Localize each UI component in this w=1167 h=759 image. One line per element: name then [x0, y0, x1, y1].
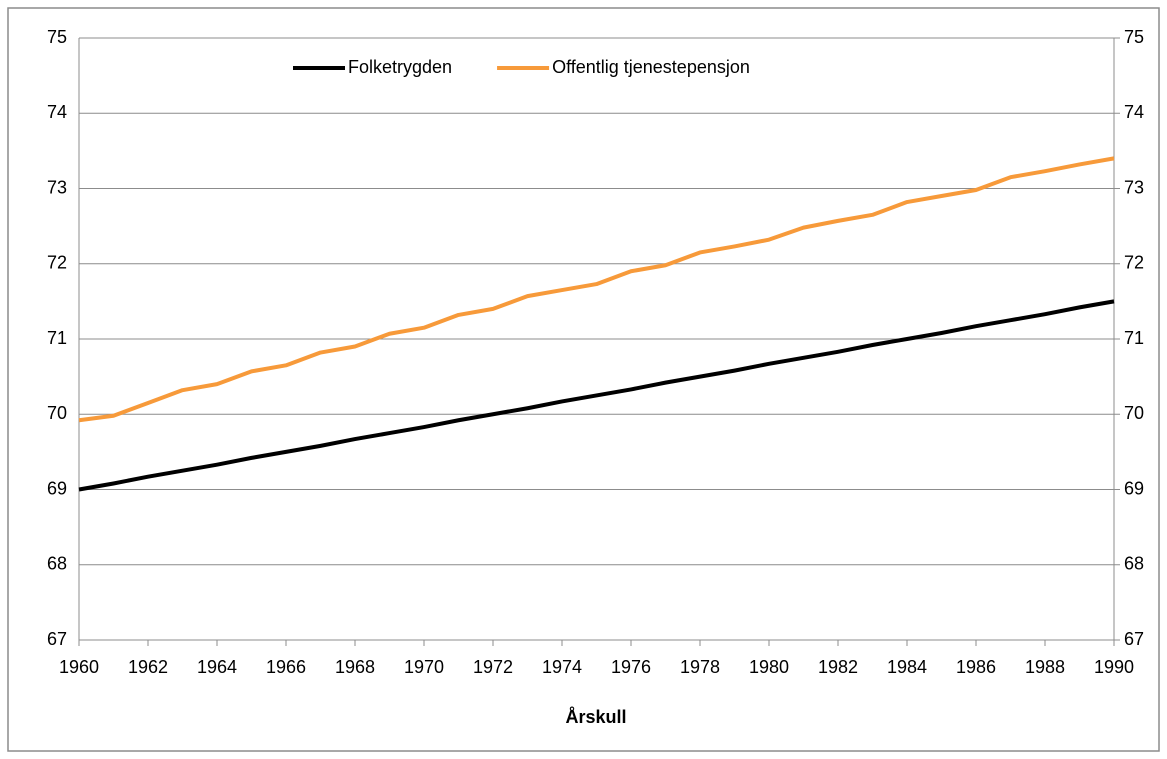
y2-tick-label: 74 [1124, 102, 1144, 122]
x-tick-label: 1978 [680, 657, 720, 677]
y2-tick-label: 68 [1124, 554, 1144, 574]
y2-tick-label: 75 [1124, 27, 1144, 47]
x-tick-label: 1980 [749, 657, 789, 677]
legend-label: Offentlig tjenestepensjon [552, 57, 750, 77]
y-tick-label: 72 [47, 253, 67, 273]
y-tick-label: 74 [47, 102, 67, 122]
x-tick-label: 1964 [197, 657, 237, 677]
x-tick-label: 1982 [818, 657, 858, 677]
y-tick-label: 71 [47, 328, 67, 348]
y2-tick-label: 71 [1124, 328, 1144, 348]
y-tick-label: 70 [47, 403, 67, 423]
y-tick-label: 67 [47, 629, 67, 649]
x-tick-label: 1972 [473, 657, 513, 677]
y2-tick-label: 72 [1124, 253, 1144, 273]
y2-tick-label: 73 [1124, 177, 1144, 197]
x-tick-label: 1970 [404, 657, 444, 677]
x-tick-label: 1988 [1025, 657, 1065, 677]
x-tick-label: 1966 [266, 657, 306, 677]
x-tick-label: 1968 [335, 657, 375, 677]
x-tick-label: 1984 [887, 657, 927, 677]
x-axis-label: Årskull [565, 707, 626, 727]
legend-label: Folketrygden [348, 57, 452, 77]
data-line [78, 299, 1115, 492]
x-tick-label: 1974 [542, 657, 582, 677]
x-tick-label: 1962 [128, 657, 168, 677]
y2-tick-label: 70 [1124, 403, 1144, 423]
data-line [78, 156, 1115, 423]
chart-frame [7, 7, 1160, 752]
y2-tick-label: 69 [1124, 478, 1144, 498]
x-tick-label: 1990 [1094, 657, 1134, 677]
y-tick-label: 68 [47, 554, 67, 574]
x-tick-label: 1986 [956, 657, 996, 677]
y-tick-label: 75 [47, 27, 67, 47]
x-tick-label: 1976 [611, 657, 651, 677]
y-tick-label: 69 [47, 478, 67, 498]
y-tick-label: 73 [47, 177, 67, 197]
x-tick-label: 1960 [59, 657, 99, 677]
y2-tick-label: 67 [1124, 629, 1144, 649]
